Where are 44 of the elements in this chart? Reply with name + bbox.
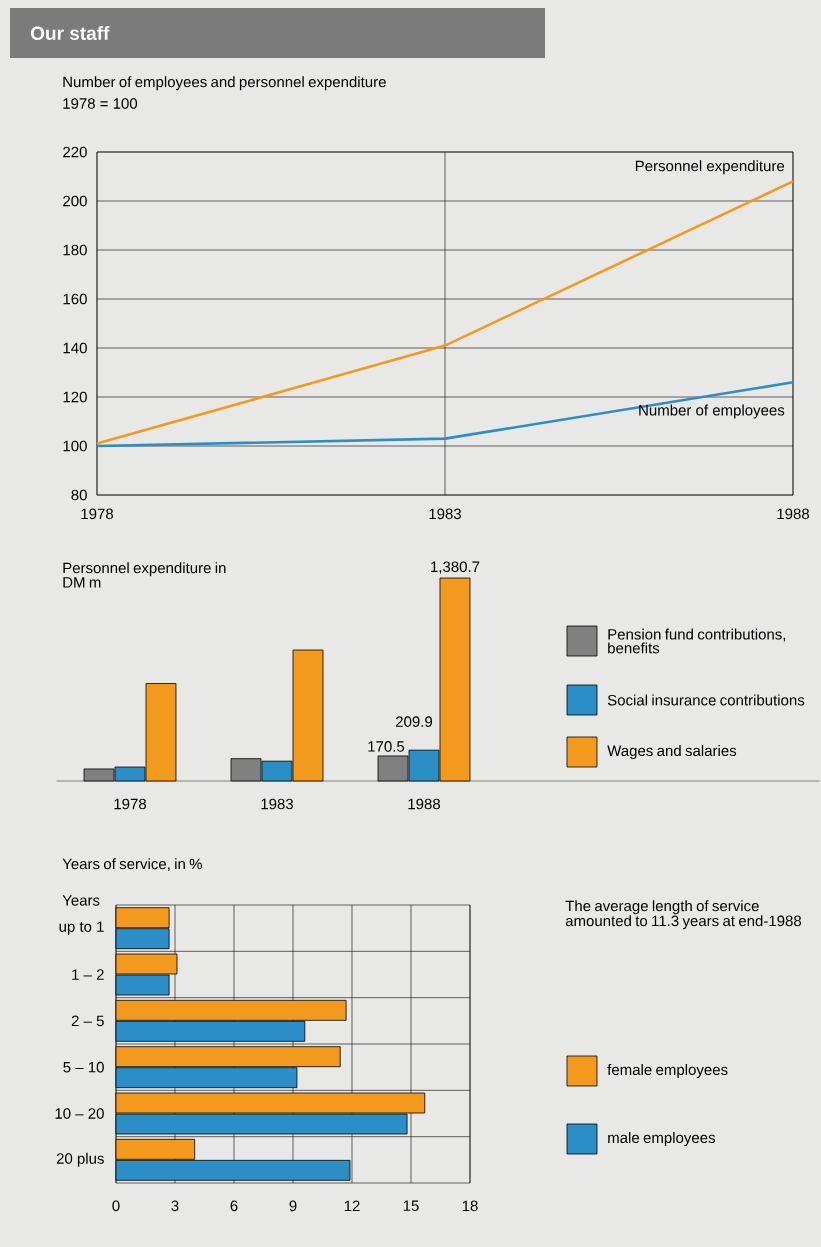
legend-label: Wages and salaries xyxy=(607,745,737,759)
y-tick-label: 120 xyxy=(63,391,87,403)
x-tick-label: 1978 xyxy=(81,508,114,520)
x-tick-label: 1983 xyxy=(429,508,462,520)
y-tick-label: 180 xyxy=(63,244,87,256)
y-tick-label: 200 xyxy=(63,195,87,207)
x-tick-label: 1988 xyxy=(777,508,810,520)
y-tick-label: 80 xyxy=(71,489,87,501)
data-label: 1,380.7 xyxy=(431,561,480,574)
legend-label: Social insurance contributions xyxy=(607,694,805,706)
y-tick-label: 220 xyxy=(63,146,87,158)
chart-title: Years of service, in % xyxy=(62,858,202,871)
x-tick-label: 1988 xyxy=(408,798,441,810)
y-tick-label: up to 1 xyxy=(59,921,104,935)
y-tick-label: 5 – 10 xyxy=(63,1061,104,1073)
chart-title: Number of employees and personnel expenditure xyxy=(63,76,386,91)
x-tick-label: 15 xyxy=(403,1200,419,1211)
y-tick-label: 100 xyxy=(63,440,87,452)
data-label: 209.9 xyxy=(395,716,433,727)
x-tick-label: 6 xyxy=(230,1200,238,1212)
legend-label: female employees xyxy=(607,1064,728,1078)
data-label: 170.5 xyxy=(368,741,405,752)
x-tick-label: 12 xyxy=(344,1200,360,1212)
series-label: Number of employees xyxy=(639,404,785,419)
x-tick-label: 18 xyxy=(462,1200,478,1212)
x-tick-label: 1978 xyxy=(114,798,147,810)
chart-subtitle: 1978 = 100 xyxy=(63,98,138,109)
legend-label: male employees xyxy=(608,1132,715,1146)
x-tick-label: 9 xyxy=(289,1200,297,1212)
y-tick-label: 2 – 5 xyxy=(71,1015,104,1027)
y-tick-label: 160 xyxy=(63,293,87,305)
text: Our staff xyxy=(30,26,110,40)
legend-label: Pension fund contributions, benefits xyxy=(608,628,786,654)
y-tick-label: 1 – 2 xyxy=(72,969,104,980)
y-axis-title: Years xyxy=(62,895,100,906)
y-tick-label: 140 xyxy=(63,342,87,354)
y-tick-label: 10 – 20 xyxy=(55,1108,104,1119)
chart-title: Personnel expenditure in DM m xyxy=(63,562,226,588)
y-tick-label: 20 plus xyxy=(56,1152,104,1167)
series-label: Personnel expenditure xyxy=(635,160,785,175)
x-tick-label: 3 xyxy=(171,1200,179,1212)
text: The average length of service amounted to 11.3 years at end-1988 xyxy=(565,900,802,930)
x-tick-label: 1983 xyxy=(261,798,294,810)
x-tick-label: 0 xyxy=(112,1200,120,1212)
